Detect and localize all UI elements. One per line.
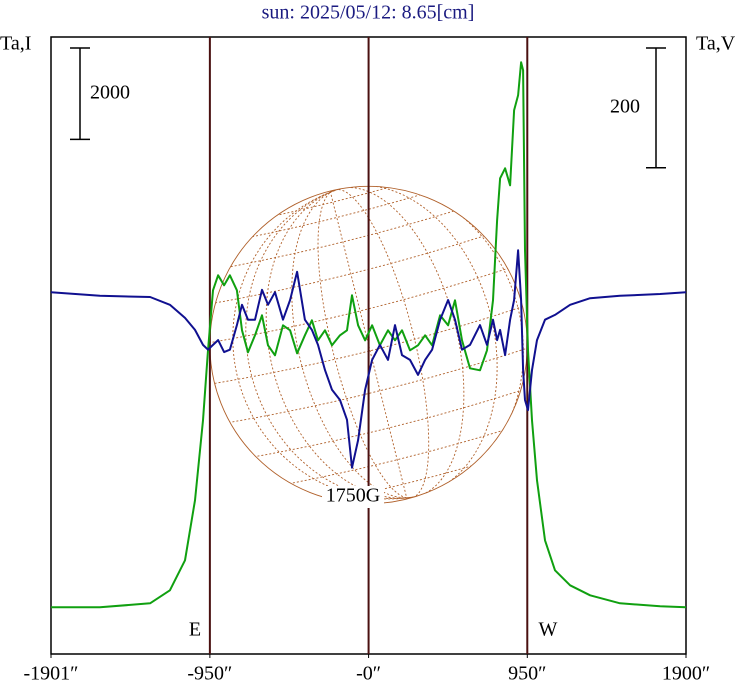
meridian (245, 183, 524, 500)
x-tick-label: 950″ (508, 663, 546, 685)
meridian (232, 181, 541, 500)
meridian (329, 190, 408, 500)
plot-layer: -1901″ -950″ -0″ 950″ 1900″ 2000 200 E W 1750G (24, 37, 710, 685)
y2-axis-label: Ta,V (696, 33, 736, 55)
series-line (50, 249, 687, 469)
west-label: W (539, 619, 558, 641)
east-label: E (189, 619, 201, 641)
chart-title: sun: 2025/05/12: 8.65[cm] (262, 2, 475, 24)
parallel (247, 439, 556, 518)
x-tick-label: -950″ (187, 663, 232, 685)
y-axis-label: Ta,I (0, 33, 31, 55)
v-scale-bar-label: 200 (610, 95, 640, 117)
series-line (51, 61, 687, 609)
annotation: 1750G (326, 485, 380, 507)
solar-disk-grid (177, 157, 560, 533)
x-tick-label: -0″ (356, 663, 381, 685)
globe-lines (177, 157, 560, 533)
parallel (195, 229, 504, 307)
parallel (224, 346, 533, 424)
parallel (204, 266, 513, 344)
parallel (251, 454, 560, 533)
parallel (214, 306, 523, 384)
x-tick-label: -1901″ (24, 663, 79, 685)
annotation-bg (322, 486, 384, 508)
i-scale-bar-label: 2000 (90, 81, 130, 103)
parallel (233, 383, 542, 461)
x-tick-label: 1900″ (662, 663, 710, 685)
